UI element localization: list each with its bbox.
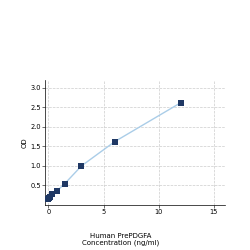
Point — [54, 189, 58, 193]
X-axis label: Human PrePDGFA
Concentration (ng/ml): Human PrePDGFA Concentration (ng/ml) — [82, 232, 159, 246]
Y-axis label: OD: OD — [22, 137, 28, 148]
Point — [80, 164, 84, 168]
Point — [179, 101, 183, 105]
Point — [48, 195, 52, 199]
Point — [47, 196, 51, 200]
Point — [50, 192, 54, 196]
Point — [46, 197, 50, 201]
Point — [112, 140, 116, 144]
Point — [63, 182, 67, 186]
